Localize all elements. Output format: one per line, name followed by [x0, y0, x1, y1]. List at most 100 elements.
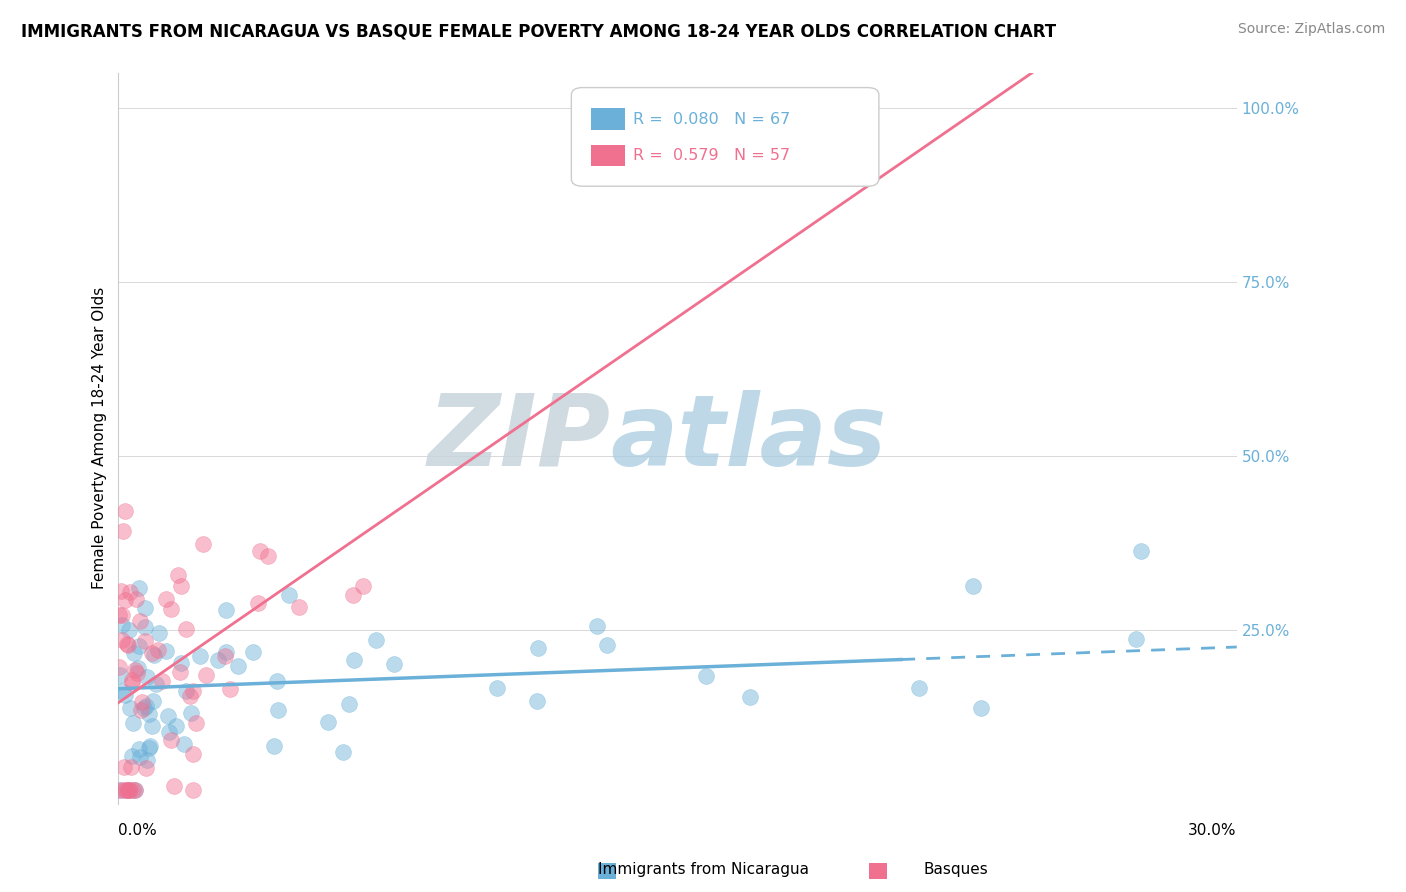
Point — [143, 648, 166, 662]
Point — [366, 632, 388, 647]
Point — [526, 640, 548, 655]
Point — [124, 782, 146, 797]
Point — [121, 748, 143, 763]
Point — [157, 724, 180, 739]
Point — [114, 593, 136, 607]
Point — [134, 620, 156, 634]
Text: atlas: atlas — [610, 390, 887, 487]
Point — [170, 579, 193, 593]
Text: R =  0.579   N = 57: R = 0.579 N = 57 — [633, 148, 790, 163]
Point — [962, 579, 984, 593]
Point — [738, 690, 761, 705]
Point — [118, 782, 141, 797]
Point — [148, 625, 170, 640]
Point — [173, 737, 195, 751]
Point — [110, 782, 132, 797]
Point — [111, 684, 134, 698]
Point — [138, 707, 160, 722]
Point — [111, 524, 134, 539]
Point — [115, 637, 138, 651]
Point — [118, 585, 141, 599]
Point — [174, 684, 197, 698]
Point — [145, 677, 167, 691]
Point — [111, 608, 134, 623]
Point — [134, 600, 156, 615]
Point — [111, 617, 134, 632]
Text: Basques: Basques — [924, 863, 988, 877]
Point — [121, 782, 143, 797]
Point — [114, 688, 136, 702]
Point — [342, 588, 364, 602]
Point — [257, 549, 280, 564]
Point — [121, 673, 143, 687]
Point — [128, 742, 150, 756]
Point — [179, 690, 201, 704]
Point — [215, 645, 238, 659]
Point — [128, 750, 150, 764]
Point — [160, 602, 183, 616]
Point — [136, 753, 159, 767]
Point — [242, 645, 264, 659]
Point — [141, 646, 163, 660]
Point — [110, 583, 132, 598]
Point — [695, 669, 717, 683]
Point — [188, 649, 211, 664]
Point — [191, 537, 214, 551]
Point — [266, 673, 288, 688]
Point — [174, 622, 197, 636]
Point — [181, 684, 204, 698]
Point — [226, 658, 249, 673]
Point — [135, 670, 157, 684]
Point — [165, 719, 187, 733]
Point — [278, 588, 301, 602]
Point — [128, 581, 150, 595]
Y-axis label: Female Poverty Among 18-24 Year Olds: Female Poverty Among 18-24 Year Olds — [93, 287, 107, 590]
Point — [108, 608, 131, 623]
Point — [114, 504, 136, 518]
Point — [485, 681, 508, 696]
Point — [970, 700, 993, 714]
Point — [1130, 544, 1153, 558]
Point — [135, 761, 157, 775]
FancyBboxPatch shape — [571, 87, 879, 186]
Point — [267, 703, 290, 717]
Point — [288, 599, 311, 614]
Point — [337, 698, 360, 712]
Point — [138, 739, 160, 754]
Point — [138, 740, 160, 755]
Text: 30.0%: 30.0% — [1188, 823, 1237, 838]
Point — [169, 665, 191, 680]
Text: IMMIGRANTS FROM NICARAGUA VS BASQUE FEMALE POVERTY AMONG 18-24 YEAR OLDS CORRELA: IMMIGRANTS FROM NICARAGUA VS BASQUE FEMA… — [21, 22, 1056, 40]
Point — [112, 760, 135, 774]
Bar — [592, 145, 626, 167]
Point — [156, 708, 179, 723]
Text: Immigrants from Nicaragua: Immigrants from Nicaragua — [598, 863, 808, 877]
Point — [127, 661, 149, 675]
Point — [134, 634, 156, 648]
Point — [586, 619, 609, 633]
Point — [169, 656, 191, 670]
Point — [115, 782, 138, 797]
Point — [129, 615, 152, 629]
Point — [120, 701, 142, 715]
Point — [118, 624, 141, 638]
Point — [382, 657, 405, 671]
Point — [152, 673, 174, 688]
Point — [112, 782, 135, 797]
Point — [148, 643, 170, 657]
Point — [117, 639, 139, 653]
Point — [160, 732, 183, 747]
Point — [908, 681, 931, 696]
Point — [219, 681, 242, 696]
Point — [155, 643, 177, 657]
Text: 0.0%: 0.0% — [118, 823, 157, 838]
Point — [180, 706, 202, 720]
Point — [207, 653, 229, 667]
Point — [186, 715, 208, 730]
Point — [155, 591, 177, 606]
Point — [124, 663, 146, 677]
Point — [121, 760, 143, 774]
Point — [194, 668, 217, 682]
Point — [249, 544, 271, 558]
Point — [135, 698, 157, 713]
